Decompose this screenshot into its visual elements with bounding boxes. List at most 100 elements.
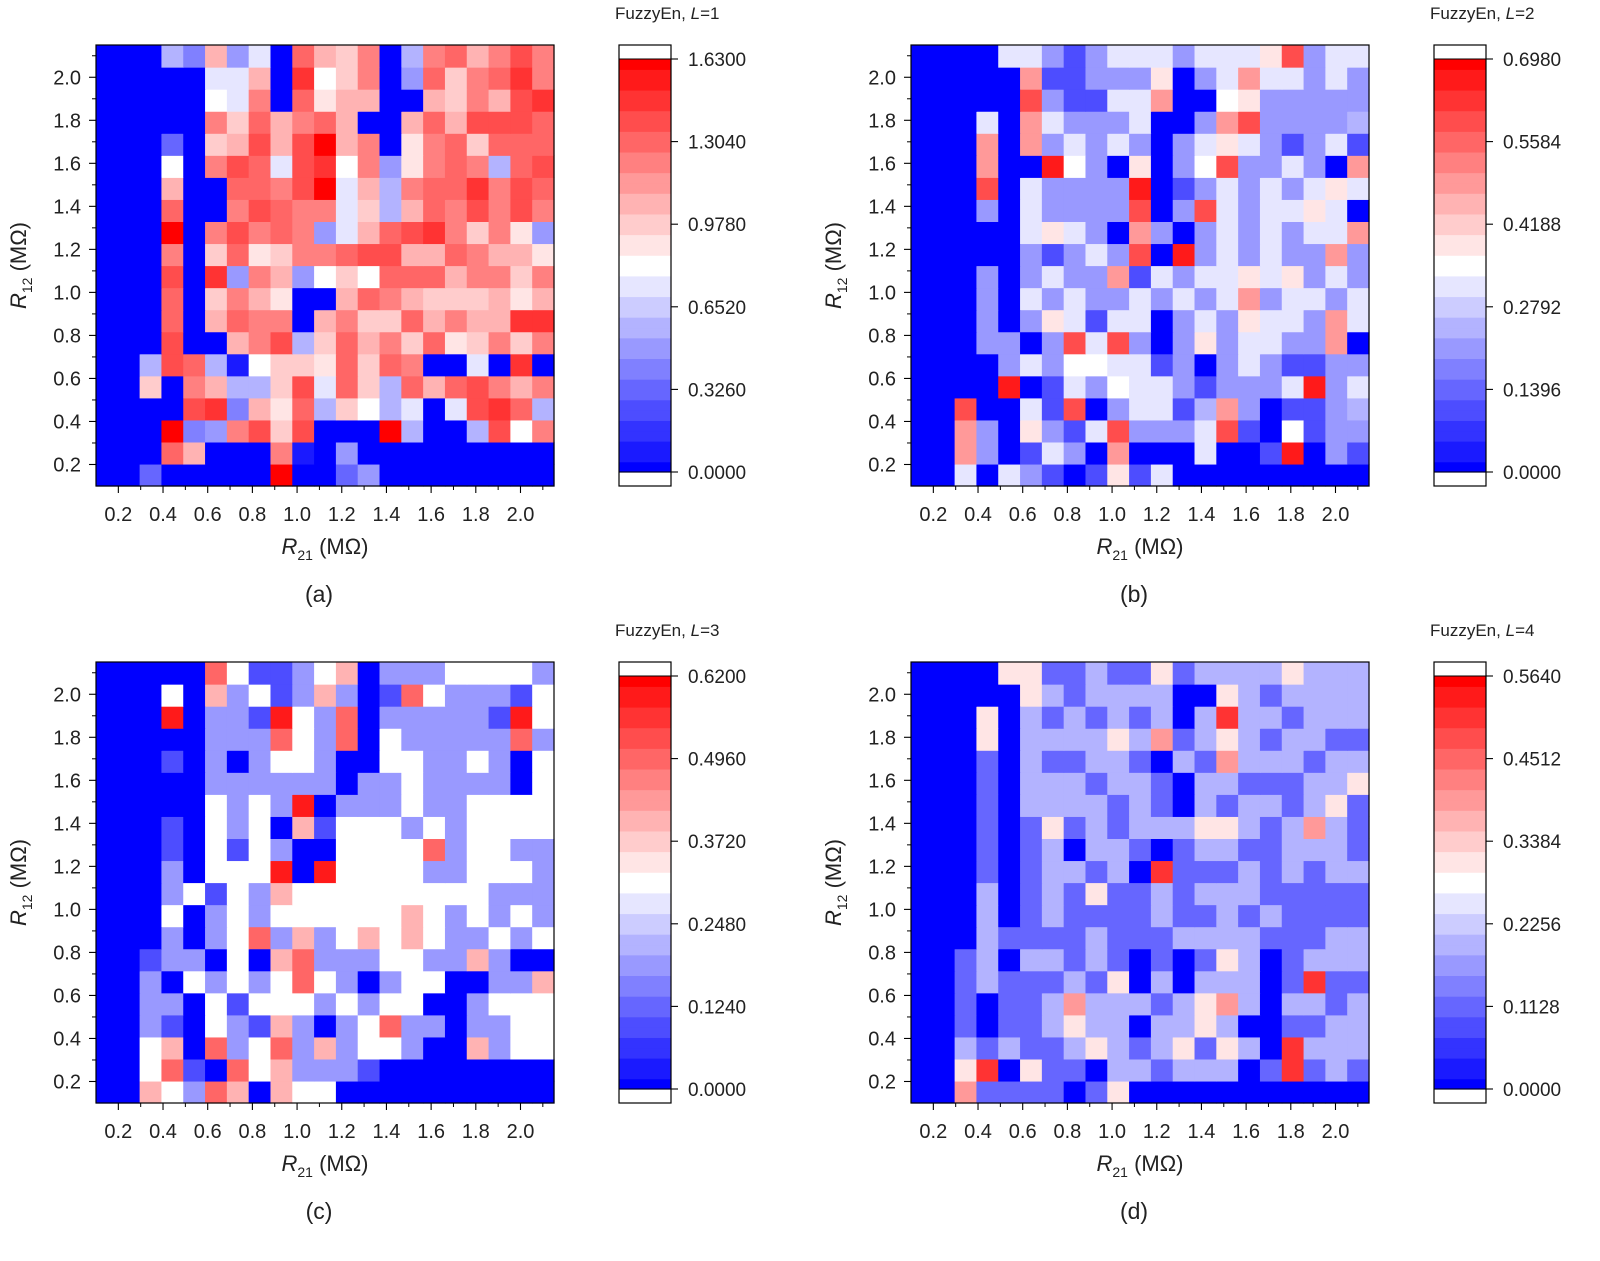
heatmap-cell xyxy=(226,419,250,443)
heatmap-cell xyxy=(1281,331,1305,355)
heatmap-cell xyxy=(96,89,119,112)
heatmap-cell xyxy=(1325,463,1348,487)
heatmap-cell xyxy=(379,309,402,333)
heatmap-cell xyxy=(1041,728,1065,751)
colorbar-tick-label: 0.4960 xyxy=(688,750,746,771)
heatmap-cell xyxy=(532,441,555,465)
x-tick-label: 1.4 xyxy=(373,504,401,526)
heatmap-cell xyxy=(1041,1036,1065,1060)
heatmap-cell xyxy=(1172,728,1196,751)
x-tick-label: 2.0 xyxy=(1322,1121,1350,1143)
heatmap-cell xyxy=(248,662,272,685)
heatmap-cell xyxy=(510,948,533,972)
x-tick-label: 1.8 xyxy=(462,504,490,526)
heatmap-cell xyxy=(183,463,206,487)
heatmap-cell xyxy=(226,662,250,685)
heatmap-cell xyxy=(1172,177,1196,200)
heatmap-cell xyxy=(248,265,272,289)
heatmap-cell xyxy=(911,221,934,245)
heatmap-cell xyxy=(401,177,424,200)
heatmap-cell xyxy=(335,155,359,178)
heatmap-cell xyxy=(357,882,381,906)
colorbar-tick-label: 0.1240 xyxy=(688,997,746,1018)
heatmap-cell xyxy=(1216,992,1239,1016)
heatmap-cell xyxy=(423,684,446,707)
heatmap-cell xyxy=(205,662,228,685)
heatmap-cell xyxy=(423,111,446,134)
x-tick-label: 1.8 xyxy=(1277,504,1305,526)
colorbar-segment xyxy=(1434,799,1486,811)
heatmap-cell xyxy=(1172,243,1196,267)
heatmap-cell xyxy=(401,309,424,333)
heatmap-cell xyxy=(270,45,293,68)
heatmap-cell xyxy=(1259,155,1283,178)
colorbar-segment xyxy=(619,89,671,101)
x-tick-label: 1.6 xyxy=(1232,504,1260,526)
colorbar-segment xyxy=(1434,1006,1486,1018)
heatmap-cell xyxy=(1129,199,1152,222)
heatmap-cell xyxy=(1281,882,1305,906)
heatmap-cell xyxy=(1085,772,1108,795)
heatmap-cell xyxy=(1238,684,1261,707)
heatmap-cell xyxy=(1041,662,1065,685)
heatmap-cell xyxy=(1281,67,1305,90)
heatmap-cell xyxy=(1238,375,1261,399)
heatmap-cell xyxy=(1150,992,1174,1016)
heatmap-cell xyxy=(1238,750,1261,773)
heatmap-cell xyxy=(270,441,293,465)
heatmap-cell xyxy=(314,221,337,245)
colorbar-tick-label: 0.6980 xyxy=(1503,50,1561,71)
colorbar-segment xyxy=(1434,737,1486,749)
x-axis-label: R21 (MΩ) xyxy=(281,1151,368,1180)
heatmap-cell xyxy=(401,948,424,972)
heatmap-cell xyxy=(161,1058,184,1082)
heatmap-cell xyxy=(401,155,424,178)
heatmap-cell xyxy=(1020,882,1043,906)
heatmap-cell xyxy=(96,662,119,685)
heatmap-cell xyxy=(139,706,163,729)
heatmap-cell xyxy=(1085,662,1108,685)
heatmap-cell xyxy=(1281,1014,1305,1038)
heatmap-cell xyxy=(161,992,184,1016)
x-tick-label: 1.6 xyxy=(1232,1121,1260,1143)
heatmap-cell xyxy=(466,463,490,487)
heatmap-cell xyxy=(954,970,978,994)
heatmap-cell xyxy=(1303,265,1326,289)
heatmap-cell xyxy=(183,728,206,751)
colorbar-segment xyxy=(619,420,671,432)
heatmap-cell xyxy=(96,155,119,178)
heatmap-cell xyxy=(292,111,315,134)
heatmap-cell xyxy=(911,970,934,994)
x-tick-label: 1.6 xyxy=(417,1121,445,1143)
heatmap-cell xyxy=(292,750,315,773)
heatmap-cell xyxy=(1107,441,1130,465)
heatmap-cell xyxy=(1150,287,1174,311)
heatmap-cell xyxy=(976,684,999,707)
heatmap-cell xyxy=(510,816,533,839)
x-tick-label: 0.6 xyxy=(1009,1121,1037,1143)
heatmap-cell xyxy=(1216,860,1239,884)
heatmap-cell xyxy=(248,750,272,773)
heatmap-cell xyxy=(335,419,359,443)
heatmap-cell xyxy=(976,970,999,994)
colorbar-tick-label: 0.2792 xyxy=(1503,298,1561,319)
heatmap-cell xyxy=(911,772,934,795)
heatmap-cell xyxy=(1259,287,1283,311)
heatmap-cell xyxy=(226,860,250,884)
y-tick-label: 1.0 xyxy=(868,282,896,304)
heatmap-cell xyxy=(1347,397,1370,421)
heatmap-cell xyxy=(1063,287,1087,311)
heatmap-cell xyxy=(226,882,250,906)
heatmap-cell xyxy=(1194,882,1217,906)
heatmap-cell xyxy=(270,838,293,862)
colorbar-segment xyxy=(619,696,671,708)
heatmap-cell xyxy=(954,1058,978,1082)
heatmap-cell xyxy=(270,794,293,817)
heatmap-cell xyxy=(161,684,184,707)
heatmap-cell xyxy=(1303,1080,1326,1104)
heatmap-cell xyxy=(1194,838,1217,862)
colorbar-tick-label: 0.0000 xyxy=(688,1080,746,1101)
heatmap-cell xyxy=(532,309,555,333)
heatmap-cell xyxy=(335,397,359,421)
heatmap-cell xyxy=(292,133,315,156)
